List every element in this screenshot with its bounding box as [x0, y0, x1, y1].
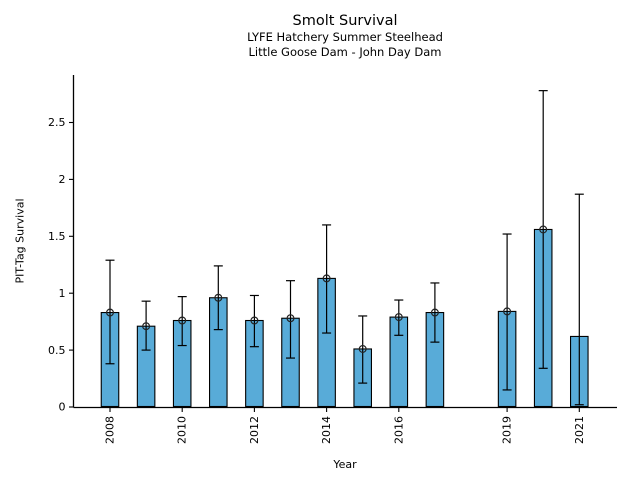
- x-tick-label: 2008: [104, 416, 117, 444]
- y-tick-label: 0: [59, 401, 66, 414]
- chart-subtitle-line2: Little Goose Dam - John Day Dam: [249, 45, 442, 59]
- point-marker-2020: [539, 225, 548, 234]
- point-marker-2009: [142, 322, 151, 331]
- x-tick-label: 2016: [392, 416, 405, 444]
- point-marker-2017: [430, 308, 439, 317]
- point-marker-2012: [250, 316, 259, 325]
- point-marker-2011: [214, 293, 223, 302]
- plot-area: 0 0.5 1 1.5 2 2.5 2008 2010 2012 2014 2016 2019 2021: [48, 75, 617, 444]
- point-marker-2019: [503, 307, 512, 316]
- y-tick-label: 2: [59, 173, 66, 186]
- x-tick-label: 2012: [248, 416, 261, 444]
- x-tick-label: 2010: [176, 416, 189, 444]
- x-tick-label: 2021: [573, 416, 586, 444]
- y-tick-label: 1: [59, 287, 66, 300]
- x-tick-label: 2014: [320, 416, 333, 444]
- point-marker-2015: [358, 344, 367, 353]
- point-marker-2008: [105, 308, 114, 317]
- x-tick-label: 2019: [501, 416, 514, 444]
- point-marker-2016: [394, 313, 403, 322]
- y-tick-label: 2.5: [48, 116, 66, 129]
- chart-subtitle-line1: LYFE Hatchery Summer Steelhead: [247, 30, 443, 44]
- point-marker-2010: [178, 316, 187, 325]
- point-marker-2013: [286, 314, 295, 323]
- point-marker-2014: [322, 274, 331, 283]
- x-axis-label: Year: [332, 458, 357, 471]
- y-tick-label: 0.5: [48, 344, 66, 357]
- chart-title: Smolt Survival: [293, 13, 398, 29]
- y-tick-label: 1.5: [48, 230, 66, 243]
- y-axis-label: PIT-Tag Survival: [14, 198, 27, 283]
